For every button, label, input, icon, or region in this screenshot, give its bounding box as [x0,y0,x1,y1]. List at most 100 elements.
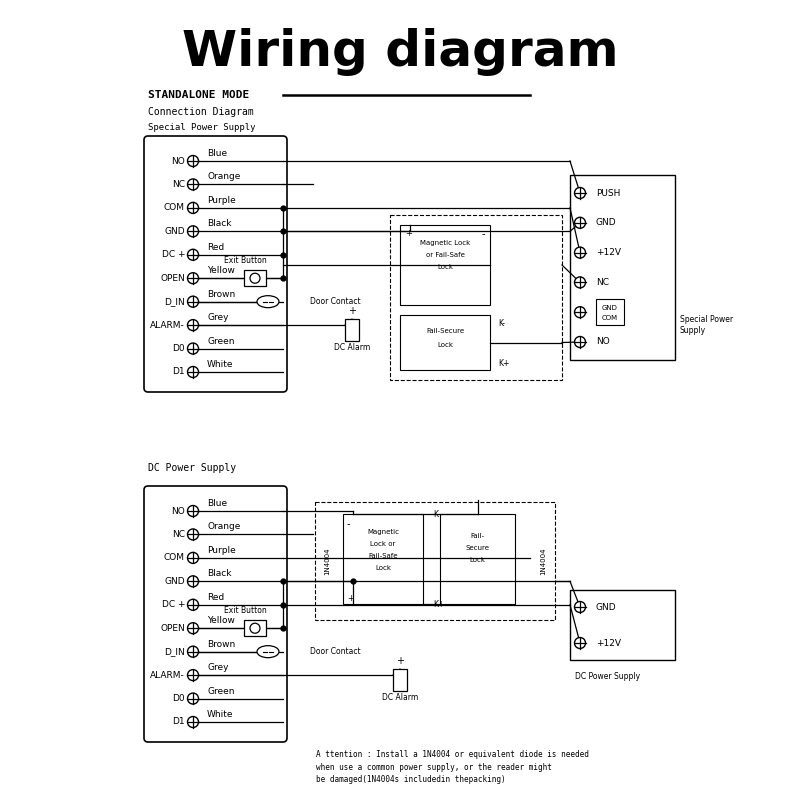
Circle shape [187,320,198,330]
Text: Lock: Lock [437,342,453,348]
Bar [570,590,675,660]
Text: K-: K- [433,510,440,519]
Circle shape [187,717,198,727]
Text: Exit Button: Exit Button [224,606,266,615]
Text: NO: NO [596,338,610,346]
Text: Orange: Orange [207,522,240,531]
Circle shape [187,693,198,704]
Text: Lock: Lock [375,565,391,571]
Text: ALARM-: ALARM- [150,670,185,680]
Circle shape [574,602,586,613]
Text: -: - [482,229,486,239]
Text: NC: NC [172,530,185,539]
Circle shape [187,273,198,284]
Circle shape [187,296,198,307]
Text: GND: GND [164,577,185,586]
Ellipse shape [257,646,279,658]
Text: +: + [396,656,404,666]
Text: +: + [405,229,412,238]
Text: D1: D1 [172,367,185,377]
Bar [393,669,407,691]
Text: ALARM-: ALARM- [150,321,185,330]
Text: OPEN: OPEN [160,624,185,633]
Circle shape [187,670,198,681]
Circle shape [187,226,198,237]
Text: Magnetic: Magnetic [367,529,399,535]
Text: 1N4004: 1N4004 [324,547,330,574]
Text: or Fail-Safe: or Fail-Safe [426,252,465,258]
Text: Special Power
Supply: Special Power Supply [680,315,733,334]
Circle shape [187,343,198,354]
Text: Brown: Brown [207,290,235,298]
Circle shape [187,646,198,657]
Circle shape [574,306,586,318]
Circle shape [187,599,198,610]
Text: NO: NO [171,506,185,515]
Text: DC Power Supply: DC Power Supply [148,463,236,473]
Circle shape [187,506,198,517]
Text: White: White [207,710,234,719]
Circle shape [187,155,198,166]
Text: Red: Red [207,593,224,602]
Bar [440,514,515,604]
Bar [400,315,490,370]
Text: Door Contact: Door Contact [310,297,361,306]
Bar [244,270,266,286]
Circle shape [187,576,198,587]
Circle shape [574,218,586,228]
Text: Blue: Blue [207,149,227,158]
Text: +: + [347,594,354,603]
Text: D1: D1 [172,718,185,726]
Text: Grey: Grey [207,663,229,672]
Bar [244,620,266,636]
Text: Purple: Purple [207,196,236,205]
Circle shape [187,250,198,260]
Text: Yellow: Yellow [207,266,235,275]
Text: GND: GND [602,305,618,311]
Text: D0: D0 [172,694,185,703]
Text: Purple: Purple [207,546,236,555]
Circle shape [187,366,198,378]
Text: +12V: +12V [596,638,621,647]
Text: STANDALONE MODE: STANDALONE MODE [148,90,250,100]
Text: Lock: Lock [437,264,453,270]
Text: A ttention : Install a 1N4004 or equivalent diode is needed
when use a common po: A ttention : Install a 1N4004 or equival… [316,750,589,784]
Text: Connection Diagram: Connection Diagram [148,107,254,117]
Bar [570,175,675,360]
Bar [400,225,490,305]
Bar [390,215,562,380]
Text: NC: NC [596,278,609,287]
Text: K+: K+ [433,600,444,609]
Text: Fail-: Fail- [470,533,485,539]
Text: -: - [347,519,350,529]
Circle shape [187,179,198,190]
Text: OPEN: OPEN [160,274,185,282]
Text: Brown: Brown [207,640,235,649]
Circle shape [574,638,586,649]
Circle shape [574,187,586,198]
Bar [345,319,359,341]
Text: Exit Button: Exit Button [224,256,266,266]
Circle shape [574,247,586,258]
Text: Magnetic Lock: Magnetic Lock [420,240,470,246]
Circle shape [187,552,198,563]
Text: GND: GND [596,218,617,227]
Text: GND: GND [596,602,617,611]
Text: Black: Black [207,570,231,578]
Text: Secure: Secure [466,545,490,551]
Text: K+: K+ [498,358,510,367]
Text: D_IN: D_IN [164,297,185,306]
Bar [315,502,555,620]
Text: DC Alarm: DC Alarm [382,693,418,702]
Circle shape [187,202,198,214]
Text: DC Power Supply: DC Power Supply [575,672,640,681]
Text: Fail-Secure: Fail-Secure [426,328,464,334]
Text: COM: COM [164,554,185,562]
Text: D0: D0 [172,344,185,353]
Text: Red: Red [207,242,224,252]
Text: Lock: Lock [470,557,486,563]
Ellipse shape [257,296,279,308]
Text: DC Alarm: DC Alarm [334,343,370,352]
Text: K-: K- [498,318,505,327]
Circle shape [187,622,198,634]
